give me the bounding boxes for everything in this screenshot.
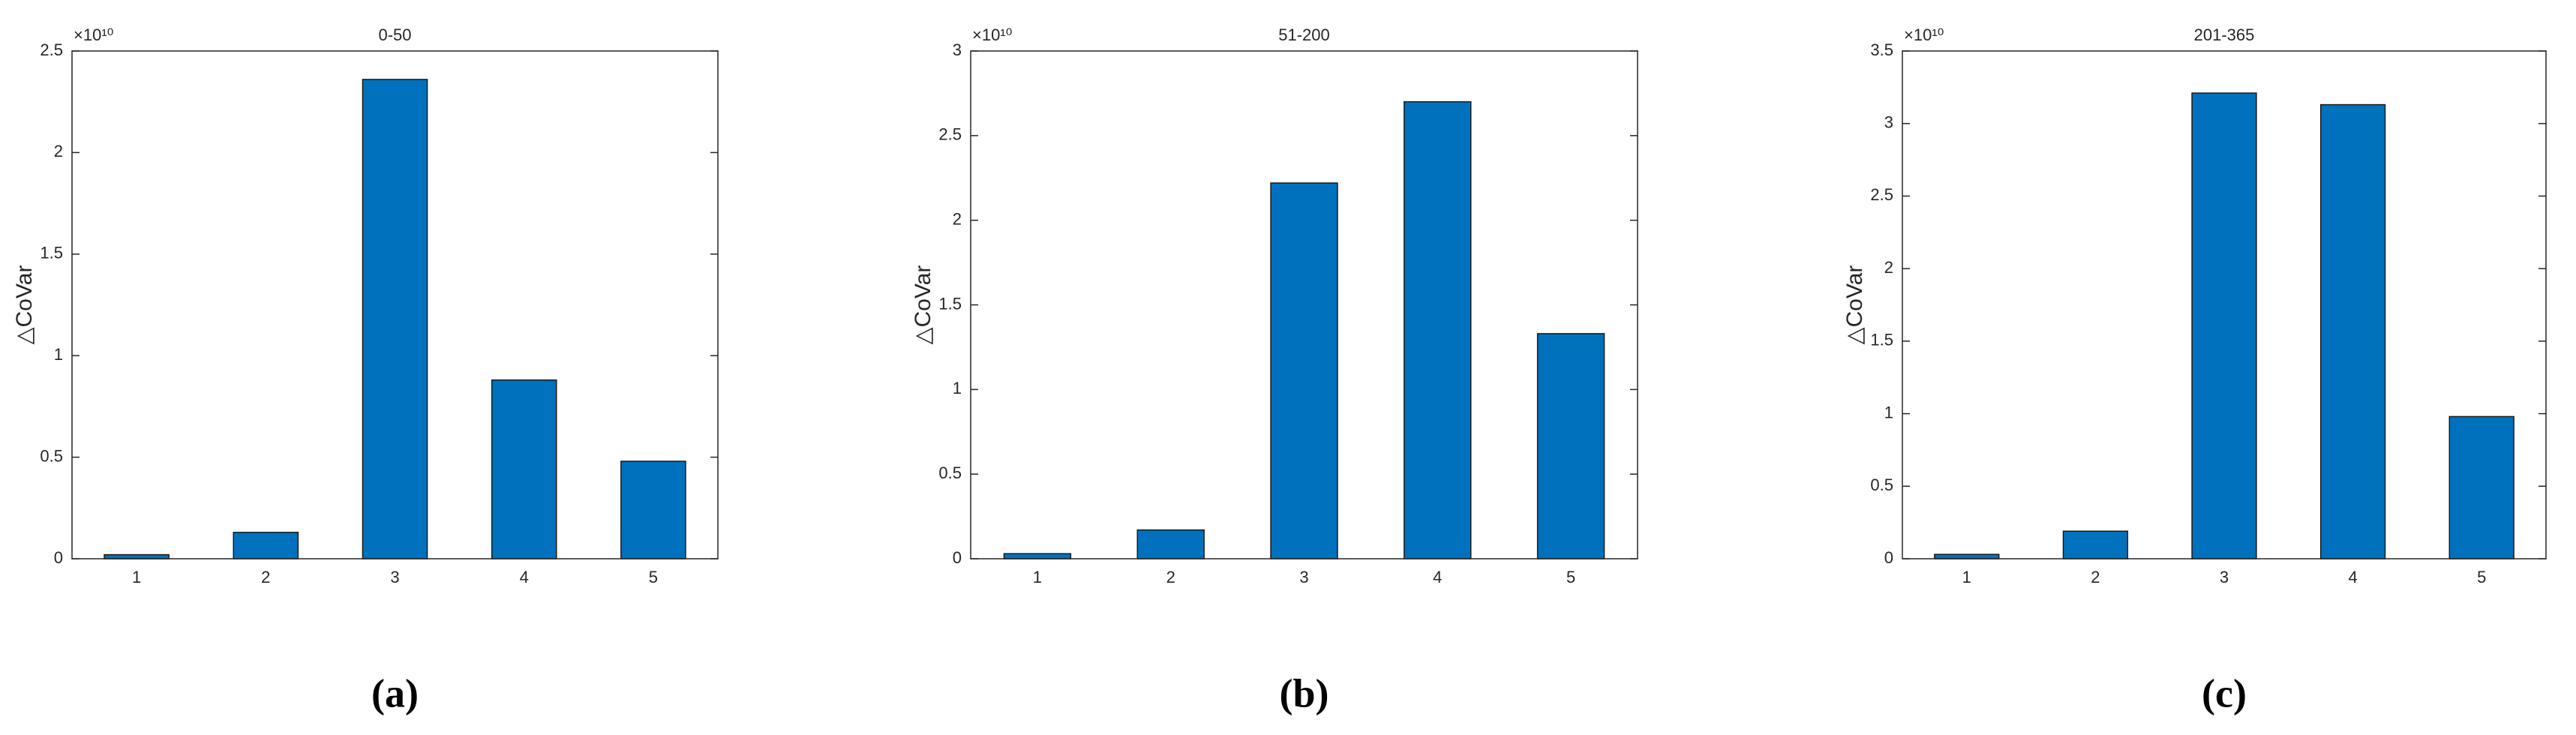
bar [620,460,686,560]
bar [2319,104,2386,560]
x-tick-label: 3 [390,568,399,586]
x-tick-label: 1 [1033,568,1042,586]
chart-title: 201-365 [2194,26,2255,44]
y-tick-label: 1.5 [1870,331,1893,350]
y-tick-label: 0 [54,548,63,567]
chart-title: 51-200 [1278,26,1330,44]
y-tick-label: 1 [54,345,63,364]
x-tick-label: 5 [2477,568,2486,586]
x-tick-label: 1 [1962,568,1971,586]
y-axis-label: △CoVar [911,266,935,345]
bar [362,79,428,560]
y-tick-label: 0 [1884,548,1893,567]
bar [491,379,557,560]
x-tick-label: 3 [2220,568,2229,586]
bar [1003,553,1072,560]
x-tick-label: 5 [1566,568,1575,586]
bar [1536,333,1605,560]
y-tick-label: 1 [953,379,962,398]
y-axis-label: △CoVar [1842,266,1867,345]
y-axis-label: △CoVar [12,266,37,345]
bar [2062,530,2129,560]
x-tick-label: 2 [2091,568,2100,586]
bar [1136,529,1205,560]
bar [2191,92,2257,560]
x-tick-label: 4 [520,568,529,586]
y-tick-label: 0.5 [1870,476,1893,494]
panel-caption: (c) [2202,670,2247,716]
y-tick-label: 1.5 [938,294,962,313]
bar [1404,100,1472,560]
x-tick-label: 5 [649,568,658,586]
y-tick-label: 2.5 [938,125,962,144]
y-tick-label: 1.5 [40,244,63,262]
y-tick-label: 0 [953,548,962,567]
y-exponent: ×10¹⁰ [74,26,114,44]
x-tick-label: 1 [132,568,141,586]
y-exponent: ×10¹⁰ [1904,26,1944,44]
y-tick-label: 2.5 [40,40,63,59]
bar [1270,182,1338,560]
y-tick-label: 2.5 [1870,185,1893,204]
panel-caption: (a) [371,670,419,716]
x-tick-label: 3 [1299,568,1308,586]
y-tick-label: 0.5 [938,464,962,482]
y-tick-label: 3 [953,40,962,59]
bar [1934,554,2000,560]
y-tick-label: 2 [54,142,63,160]
bar [2448,416,2514,560]
y-exponent: ×10¹⁰ [972,26,1013,44]
bar [233,532,299,560]
y-tick-label: 2 [1884,258,1893,277]
axes-box [1902,50,2547,560]
y-tick-label: 1 [1884,403,1893,422]
chart-title: 0-50 [378,26,411,44]
y-tick-label: 0.5 [40,446,63,465]
axes-box [970,50,1638,560]
y-tick-label: 2 [953,209,962,228]
x-tick-label: 2 [1166,568,1175,586]
x-tick-label: 2 [261,568,270,586]
panel-caption: (b) [1280,670,1329,716]
x-tick-label: 4 [1433,568,1442,586]
x-tick-label: 4 [2348,568,2357,586]
y-tick-label: 3 [1884,113,1893,132]
axes-box [71,50,719,560]
y-tick-label: 3.5 [1870,40,1893,59]
bar [104,554,170,560]
